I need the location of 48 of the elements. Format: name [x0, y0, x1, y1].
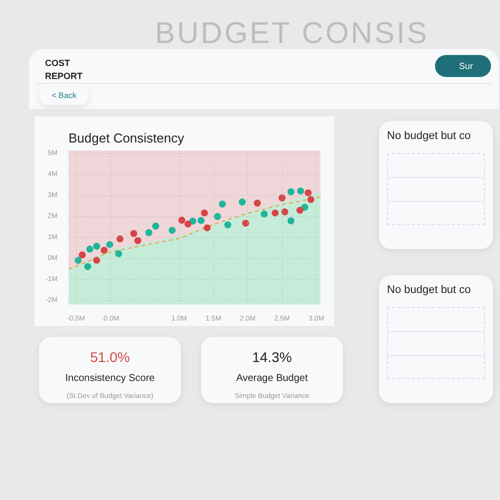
point — [200, 209, 208, 216]
text: Sur — [435, 55, 491, 77]
point — [242, 220, 250, 227]
text: No budget but co — [387, 129, 472, 144]
point — [304, 189, 312, 196]
text: Average Budget — [235, 372, 309, 386]
point — [115, 250, 122, 258]
point — [254, 200, 261, 207]
text: 51.0% — [89, 348, 131, 367]
text: Inconsistency Score — [64, 372, 156, 386]
point — [106, 241, 114, 248]
point — [86, 246, 94, 253]
point — [287, 217, 294, 224]
line-series — [68, 196, 320, 270]
point — [74, 256, 82, 264]
point — [281, 208, 288, 216]
point — [272, 209, 279, 216]
point — [116, 235, 124, 242]
text: < Back — [39, 87, 89, 105]
point — [238, 198, 246, 206]
point — [78, 251, 86, 258]
point — [224, 221, 232, 228]
point — [297, 187, 304, 194]
point — [152, 222, 160, 230]
point — [145, 229, 152, 236]
point — [218, 200, 226, 208]
point — [204, 224, 211, 232]
point — [168, 226, 176, 234]
point — [260, 210, 268, 218]
point — [93, 242, 100, 250]
point — [214, 213, 222, 220]
point — [134, 237, 142, 244]
text: COST REPORT — [45, 57, 84, 83]
point — [307, 196, 314, 204]
point — [178, 216, 186, 224]
point — [84, 263, 92, 270]
point — [93, 256, 100, 264]
point — [287, 188, 294, 196]
text: No budget but co — [387, 283, 472, 298]
chart-title: Budget Consistency — [68, 130, 185, 146]
text: 14.3% — [251, 348, 293, 367]
point — [198, 216, 205, 224]
point — [184, 220, 192, 228]
point — [278, 194, 286, 202]
point — [130, 230, 138, 237]
point — [189, 218, 196, 225]
point — [100, 246, 108, 254]
point — [296, 206, 304, 214]
